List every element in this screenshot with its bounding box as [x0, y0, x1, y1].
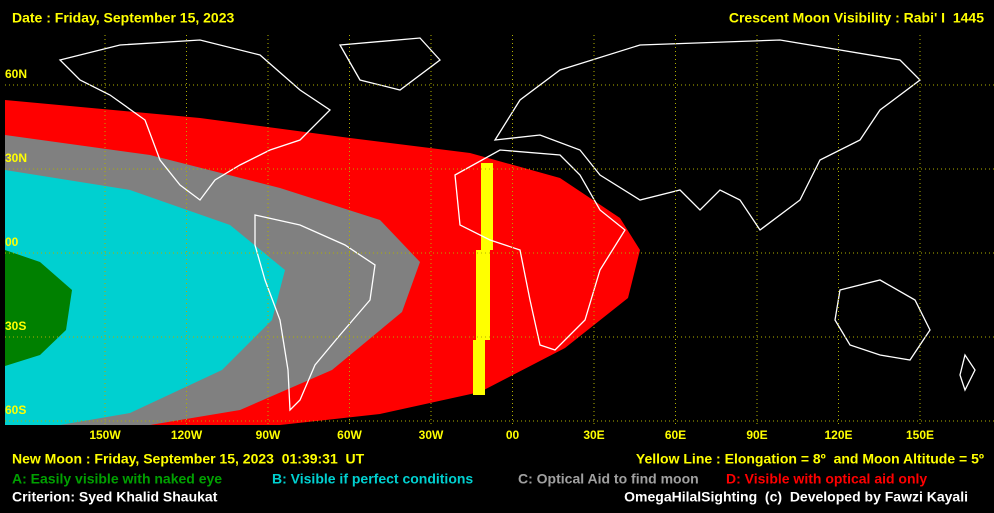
zone-b-cyan	[5, 170, 285, 425]
longitude-label: 60E	[665, 428, 686, 442]
visibility-zones	[5, 100, 640, 425]
longitude-label: 120W	[171, 428, 203, 442]
longitude-label: 120E	[824, 428, 852, 442]
latitude-label: 00	[5, 235, 19, 249]
longitude-label: 30W	[419, 428, 444, 442]
legend-b: B: Visible if perfect conditions	[272, 471, 473, 487]
longitude-label: 150W	[89, 428, 121, 442]
longitude-label: 150E	[906, 428, 934, 442]
new-moon: New Moon : Friday, September 15, 2023 01…	[12, 451, 365, 467]
longitude-label: 90E	[746, 428, 767, 442]
map-title: Crescent Moon Visibility : Rabi' I 1445	[729, 10, 984, 26]
criterion: Criterion: Syed Khalid Shaukat	[12, 489, 218, 505]
legend-a: A: Easily visible with naked eye	[12, 471, 222, 487]
latitude-label: 60N	[5, 67, 27, 81]
longitude-label: 90W	[256, 428, 281, 442]
longitude-label: 60W	[337, 428, 362, 442]
longitude-label: 00	[506, 428, 520, 442]
legend-d: D: Visible with optical aid only	[726, 471, 927, 487]
credit: OmegaHilalSighting (c) Developed by Fawz…	[624, 489, 968, 505]
new-zealand	[959, 353, 976, 392]
south-america	[254, 214, 376, 412]
greenland	[338, 37, 441, 91]
latitude-label: 60S	[5, 403, 26, 417]
australia	[834, 279, 931, 361]
africa	[454, 149, 626, 351]
coastlines	[58, 37, 976, 412]
date: Date : Friday, September 15, 2023	[12, 10, 234, 26]
latitude-label: 30S	[5, 319, 26, 333]
graticule: 60N 30N 00 30S 60S	[5, 35, 994, 426]
north-america	[58, 39, 332, 201]
eurasia	[493, 39, 921, 231]
legend-c: C: Optical Aid to find moon	[518, 471, 699, 487]
longitude-label: 30E	[583, 428, 604, 442]
axis-band	[0, 426, 994, 446]
yellow-line-note: Yellow Line : Elongation = 8º and Moon A…	[636, 451, 984, 467]
latitude-label: 30N	[5, 151, 27, 165]
